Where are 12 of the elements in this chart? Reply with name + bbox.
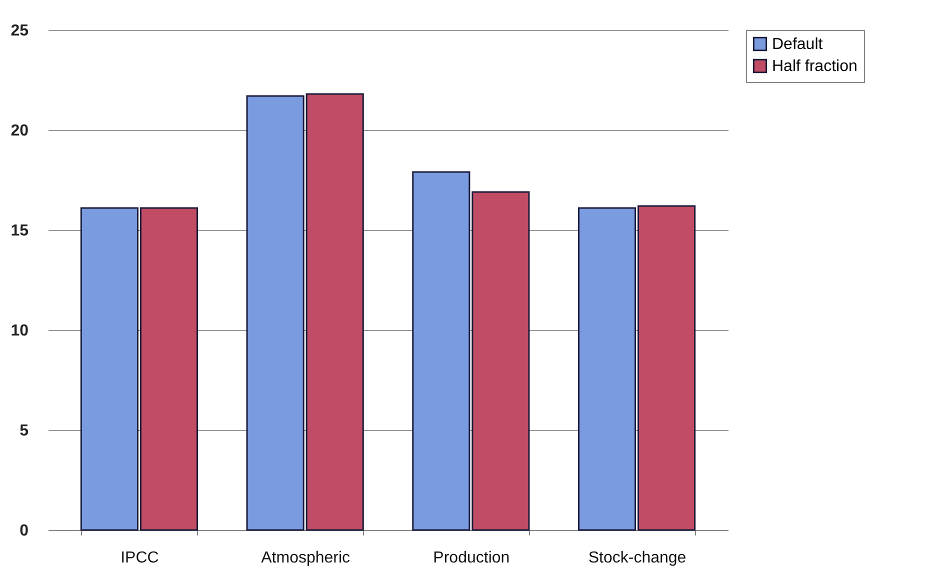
- y-tick-label: 0: [20, 522, 29, 540]
- y-tick-label: 10: [10, 322, 29, 340]
- x-tick-label: Stock-change: [588, 550, 686, 566]
- legend-label: Default: [772, 36, 824, 53]
- y-tick-label: 5: [20, 422, 29, 440]
- y-tick-label: 15: [10, 222, 29, 240]
- x-tick-label: Production: [433, 550, 510, 566]
- legend-label: Half fraction: [772, 58, 858, 75]
- y-tick-label: 20: [10, 122, 29, 140]
- y-tick-label: 25: [10, 22, 29, 40]
- x-tick-label: IPCC: [120, 550, 159, 566]
- x-tick-label: Atmospheric: [261, 550, 350, 566]
